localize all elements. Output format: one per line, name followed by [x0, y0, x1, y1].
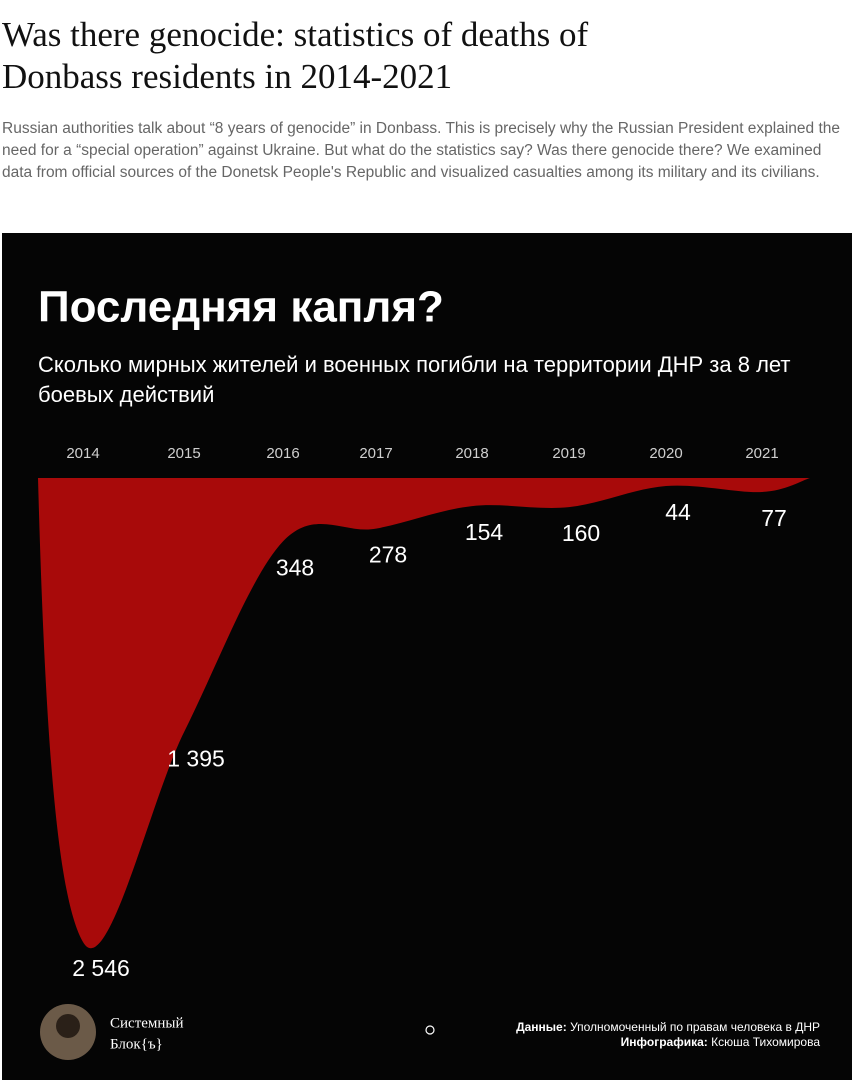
credit-line: Инфографика: Ксюша Тихомирова — [621, 1035, 821, 1049]
credit: Ксюша Тихомирова — [711, 1035, 820, 1049]
chart-title: Последняя капля? — [38, 283, 444, 332]
value-label: 154 — [465, 519, 504, 545]
article-lead: Russian authorities talk about “8 years … — [2, 120, 841, 181]
brand: Блок{ъ} — [110, 1036, 163, 1052]
value-label: 77 — [761, 505, 787, 531]
x-tick-label: 2020 — [649, 445, 682, 462]
value-label: 2 546 — [72, 955, 130, 981]
article-title: Was there genocide: statistics of deaths… — [2, 15, 589, 96]
x-tick-label: 2016 — [266, 445, 299, 462]
value-label: 160 — [562, 520, 600, 546]
value-label: 44 — [665, 499, 691, 525]
brand: Системный — [110, 1015, 184, 1031]
subtitle-box: Сколько мирных жителей и военных погибли… — [38, 352, 791, 407]
value-label: 278 — [369, 542, 407, 568]
source-label: Данные: — [516, 1020, 567, 1034]
logo-face — [56, 1014, 80, 1038]
x-tick-label: 2021 — [745, 445, 778, 462]
x-tick-label: 2017 — [359, 445, 392, 462]
chart: Последняя капля? Сколько мирных жителей … — [2, 233, 852, 1080]
source-line: Данные: Уполномоченный по правам человек… — [516, 1020, 820, 1034]
x-tick-label: 2018 — [455, 445, 488, 462]
source: Уполномоченный по правам человека в ДНР — [570, 1020, 820, 1034]
x-tick-label: 2014 — [66, 445, 99, 462]
credit-label: Инфографика: — [621, 1035, 708, 1049]
chart-subtitle: Сколько мирных жителей и военных погибли… — [38, 352, 791, 407]
value-label: 1 395 — [167, 745, 225, 771]
x-tick-label: 2015 — [167, 445, 200, 462]
value-label: 348 — [276, 555, 314, 581]
decor-dot — [425, 1025, 435, 1035]
x-tick-label: 2019 — [552, 445, 585, 462]
area — [38, 478, 810, 949]
